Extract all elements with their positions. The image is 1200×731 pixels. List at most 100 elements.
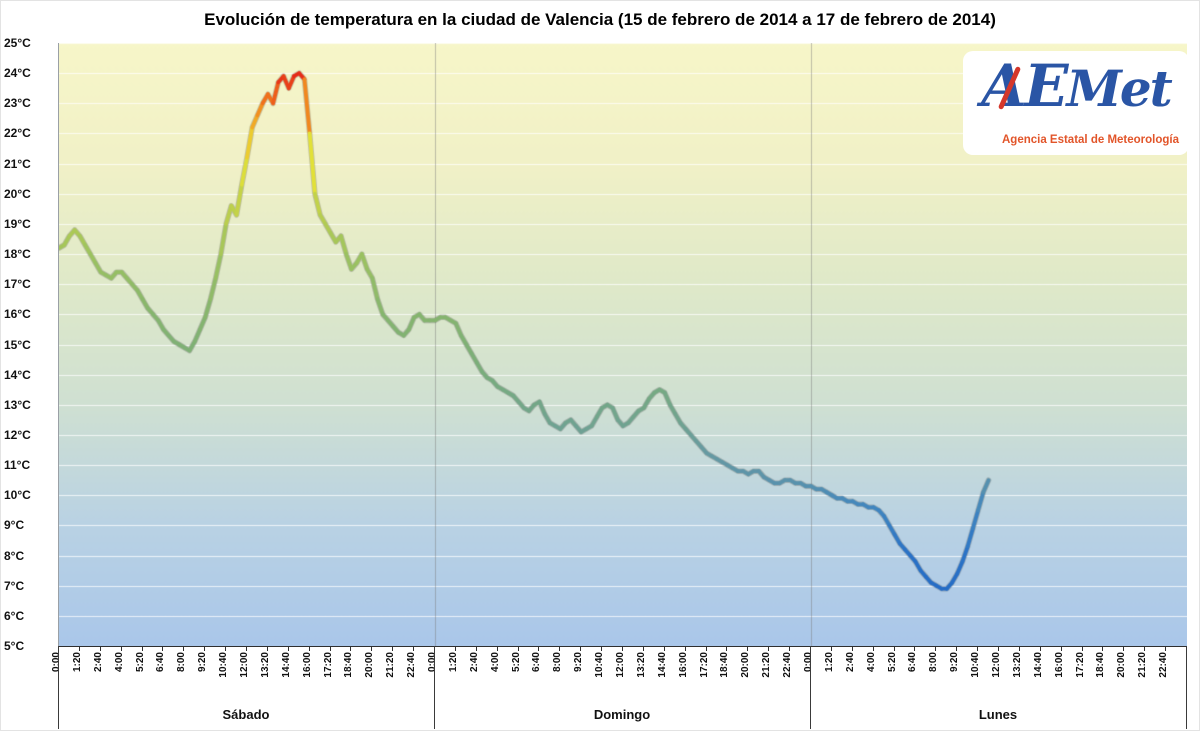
axis-tick-mark	[1165, 647, 1166, 651]
x-tick-label: 17:20	[322, 652, 334, 678]
y-tick-label: 22°C	[4, 126, 31, 141]
x-tick-label: 1:20	[447, 652, 459, 673]
x-tick-label: 20:00	[740, 652, 752, 678]
axis-tick-mark	[894, 647, 895, 651]
axis-tick-mark	[601, 647, 602, 651]
y-tick-label: 5°C	[4, 639, 25, 653]
axis-tick-mark	[497, 647, 498, 651]
x-tick-label: 17:20	[1074, 652, 1086, 678]
x-tick-label: 22:40	[1158, 652, 1170, 678]
x-tick-label: 4:00	[113, 652, 125, 673]
axis-tick-mark	[518, 647, 519, 651]
y-tick-label: 24°C	[4, 66, 31, 81]
day-separator	[58, 646, 59, 729]
logo-letters-met: Met	[1066, 59, 1172, 118]
x-tick-label: 21:20	[761, 652, 773, 678]
logo-letter-a: A	[981, 52, 1026, 120]
day-separator	[434, 646, 435, 729]
axis-tick-mark	[1019, 647, 1020, 651]
axis-tick-mark	[685, 647, 686, 651]
x-tick-label: 6:40	[907, 652, 919, 673]
x-tick-label: 13:20	[259, 652, 271, 678]
y-tick-label: 10°C	[4, 488, 31, 503]
y-tick-label: 16°C	[4, 307, 31, 322]
axis-tick-mark	[1144, 647, 1145, 651]
x-tick-label: 12:00	[615, 652, 626, 678]
axis-tick-mark	[831, 647, 832, 651]
x-tick-label: 4:00	[865, 652, 877, 673]
x-tick-label: 6:40	[531, 652, 543, 673]
axis-tick-mark	[538, 647, 539, 651]
x-tick-label: 14:40	[280, 652, 292, 678]
x-tick-label: 12:00	[991, 652, 1002, 678]
y-tick-label: 21°C	[4, 156, 31, 171]
axis-tick-mark	[288, 647, 289, 651]
axis-tick-mark	[246, 647, 247, 651]
x-tick-label: 10:40	[594, 652, 606, 678]
y-tick-label: 25°C	[4, 36, 31, 50]
axis-tick-mark	[225, 647, 226, 651]
y-tick-label: 18°C	[4, 247, 31, 262]
x-tick-label: 8:00	[928, 652, 940, 673]
axis-tick-mark	[1123, 647, 1124, 651]
axis-tick-mark	[455, 647, 456, 651]
x-tick-label: 5:20	[134, 652, 146, 673]
x-tick-label: 17:20	[698, 652, 710, 678]
axis-tick-mark	[643, 647, 644, 651]
axis-tick-mark	[559, 647, 560, 651]
x-tick-label: 8:00	[552, 652, 564, 673]
axis-tick-mark	[706, 647, 707, 651]
x-tick-label: 6:40	[155, 652, 167, 673]
y-tick-label: 15°C	[4, 337, 31, 352]
x-tick-label: 18:40	[1095, 652, 1107, 678]
x-tick-label: 21:20	[385, 652, 397, 678]
axis-tick-mark	[309, 647, 310, 651]
day-label: Sábado	[222, 707, 270, 722]
axis-tick-mark	[580, 647, 581, 651]
x-tick-label: 5:20	[510, 652, 522, 673]
x-tick-label: 21:20	[1137, 652, 1149, 678]
axis-tick-mark	[350, 647, 351, 651]
axis-tick-mark	[162, 647, 163, 651]
x-tick-label: 1:20	[823, 652, 835, 673]
axis-tick-mark	[664, 647, 665, 651]
day-separator	[810, 646, 811, 729]
axis-tick-mark	[142, 647, 143, 651]
y-tick-label: 7°C	[4, 578, 25, 593]
y-tick-label: 11°C	[4, 458, 31, 473]
y-tick-label: 20°C	[4, 186, 31, 201]
y-tick-label: 17°C	[4, 277, 31, 292]
axis-tick-mark	[1082, 647, 1083, 651]
x-tick-label: 18:40	[343, 652, 355, 678]
y-tick-label: 9°C	[4, 518, 25, 533]
axis-tick-mark	[789, 647, 790, 651]
x-tick-label: 10:40	[218, 652, 230, 678]
axis-tick-mark	[852, 647, 853, 651]
y-tick-label: 14°C	[4, 367, 31, 382]
x-tick-label: 2:40	[468, 652, 480, 673]
x-tick-label: 14:40	[656, 652, 668, 678]
x-tick-label: 5:20	[886, 652, 898, 673]
axis-tick-mark	[1061, 647, 1062, 651]
day-separator	[1186, 646, 1187, 729]
y-tick-label: 8°C	[4, 548, 25, 563]
x-tick-label: 20:00	[364, 652, 376, 678]
axis-tick-mark	[1102, 647, 1103, 651]
day-label: Domingo	[593, 707, 651, 722]
axis-tick-mark	[622, 647, 623, 651]
axis-tick-mark	[935, 647, 936, 651]
x-tick-label: 16:00	[301, 652, 313, 678]
axis-tick-mark	[998, 647, 999, 651]
x-tick-label: 13:20	[635, 652, 647, 678]
y-tick-label: 6°C	[4, 608, 25, 623]
x-tick-label: 16:00	[677, 652, 689, 678]
axis-tick-mark	[747, 647, 748, 651]
x-tick-label: 14:40	[1032, 652, 1044, 678]
axis-tick-mark	[726, 647, 727, 651]
axis-tick-mark	[100, 647, 101, 651]
axis-tick-mark	[392, 647, 393, 651]
axis-tick-mark	[330, 647, 331, 651]
axis-tick-mark	[768, 647, 769, 651]
axis-tick-mark	[873, 647, 874, 651]
